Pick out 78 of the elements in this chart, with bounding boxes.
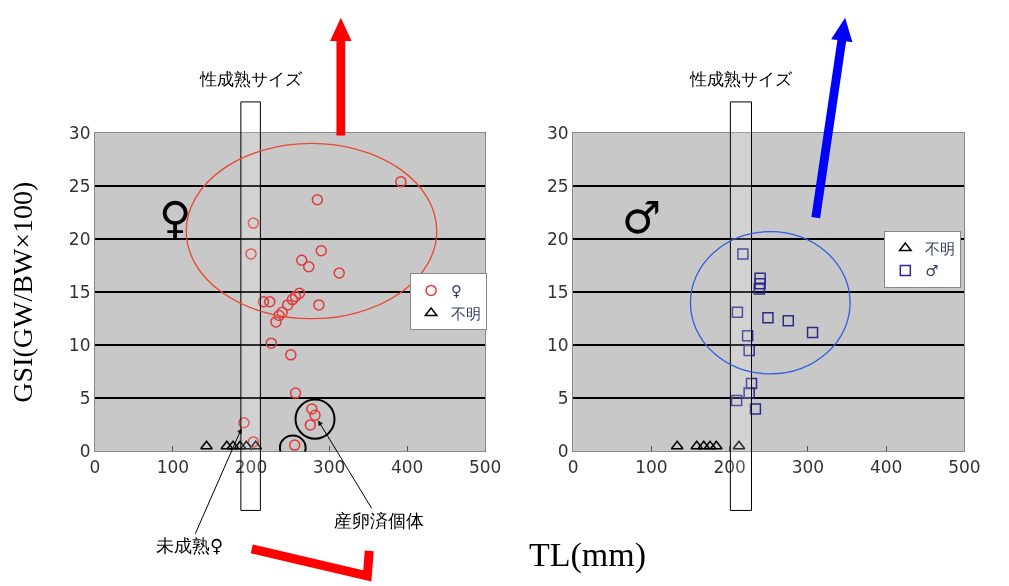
- point: [749, 403, 762, 415]
- point: [313, 299, 325, 311]
- point: [754, 277, 766, 290]
- point: [238, 417, 250, 429]
- point: [226, 440, 240, 450]
- x-tick-label: 100: [635, 456, 668, 477]
- x-tick-label: 100: [156, 456, 190, 477]
- point: [270, 316, 282, 328]
- point: [315, 244, 328, 257]
- y-tick-label: 10: [547, 335, 569, 356]
- y-tick-label: 20: [68, 228, 91, 249]
- x-tick-label: 400: [869, 456, 903, 477]
- point: [293, 287, 306, 299]
- y-tick-label: 5: [557, 388, 569, 409]
- point: [296, 254, 308, 267]
- y-tick-label: 15: [547, 282, 569, 303]
- point: [200, 440, 214, 450]
- annotation: 未成熟♀: [156, 535, 224, 556]
- legend-label: ♀: [451, 282, 463, 301]
- band-label: 性成熟サイズ: [689, 69, 793, 89]
- legend-label: 不明: [451, 304, 482, 323]
- point: [239, 440, 253, 450]
- x-tick-label: 400: [390, 456, 424, 477]
- x-tick-label: 300: [791, 456, 825, 477]
- y-tick-label: 20: [547, 228, 569, 249]
- x-tick-label: 300: [312, 456, 346, 477]
- point: [233, 440, 247, 450]
- point: [697, 440, 711, 450]
- point: [737, 248, 749, 260]
- point: [281, 299, 294, 311]
- point: [303, 260, 315, 273]
- point: [220, 440, 234, 450]
- point: [703, 440, 717, 450]
- point: [264, 295, 276, 308]
- point: [257, 295, 270, 308]
- point: [670, 440, 684, 450]
- y-tick-label: 25: [547, 175, 569, 196]
- point: [285, 349, 297, 361]
- point: [265, 337, 278, 349]
- point: [245, 248, 257, 260]
- point: [333, 267, 345, 279]
- annotation: 産卵済個体: [334, 510, 424, 531]
- x-axis-title: TL(mm): [529, 536, 647, 574]
- point: [289, 387, 302, 399]
- band-label: 性成熟サイズ: [199, 69, 303, 89]
- point: [762, 311, 774, 324]
- point: [782, 315, 795, 327]
- point: [311, 193, 324, 206]
- y-tick-label: 25: [68, 175, 91, 196]
- point: [743, 344, 755, 357]
- point: [806, 326, 819, 339]
- point: [249, 440, 263, 450]
- x-tick-label: 500: [948, 456, 981, 477]
- point: [753, 283, 766, 295]
- point: [395, 175, 407, 188]
- x-tick-label: 500: [468, 456, 502, 477]
- annotation: ♀: [159, 192, 192, 243]
- y-axis-title: GSI(GW/BW×100): [7, 181, 39, 403]
- annotation: ♂: [622, 192, 662, 243]
- y-tick-label: 10: [68, 335, 91, 356]
- y-tick-label: 15: [68, 282, 91, 303]
- y-tick-label: 0: [79, 441, 91, 462]
- y-tick-label: 5: [79, 388, 91, 409]
- legend-label: 不明: [925, 239, 956, 258]
- point: [730, 394, 743, 407]
- legend-label: ♂: [925, 262, 939, 281]
- y-tick-label: 30: [547, 122, 569, 143]
- point: [743, 387, 755, 399]
- point: [306, 403, 318, 415]
- y-tick-label: 30: [68, 122, 91, 143]
- y-tick-label: 0: [557, 441, 569, 462]
- point: [690, 440, 704, 450]
- point: [732, 440, 746, 450]
- point: [247, 217, 260, 229]
- point: [741, 329, 754, 342]
- point: [745, 377, 758, 390]
- point: [731, 306, 744, 319]
- point: [709, 440, 723, 450]
